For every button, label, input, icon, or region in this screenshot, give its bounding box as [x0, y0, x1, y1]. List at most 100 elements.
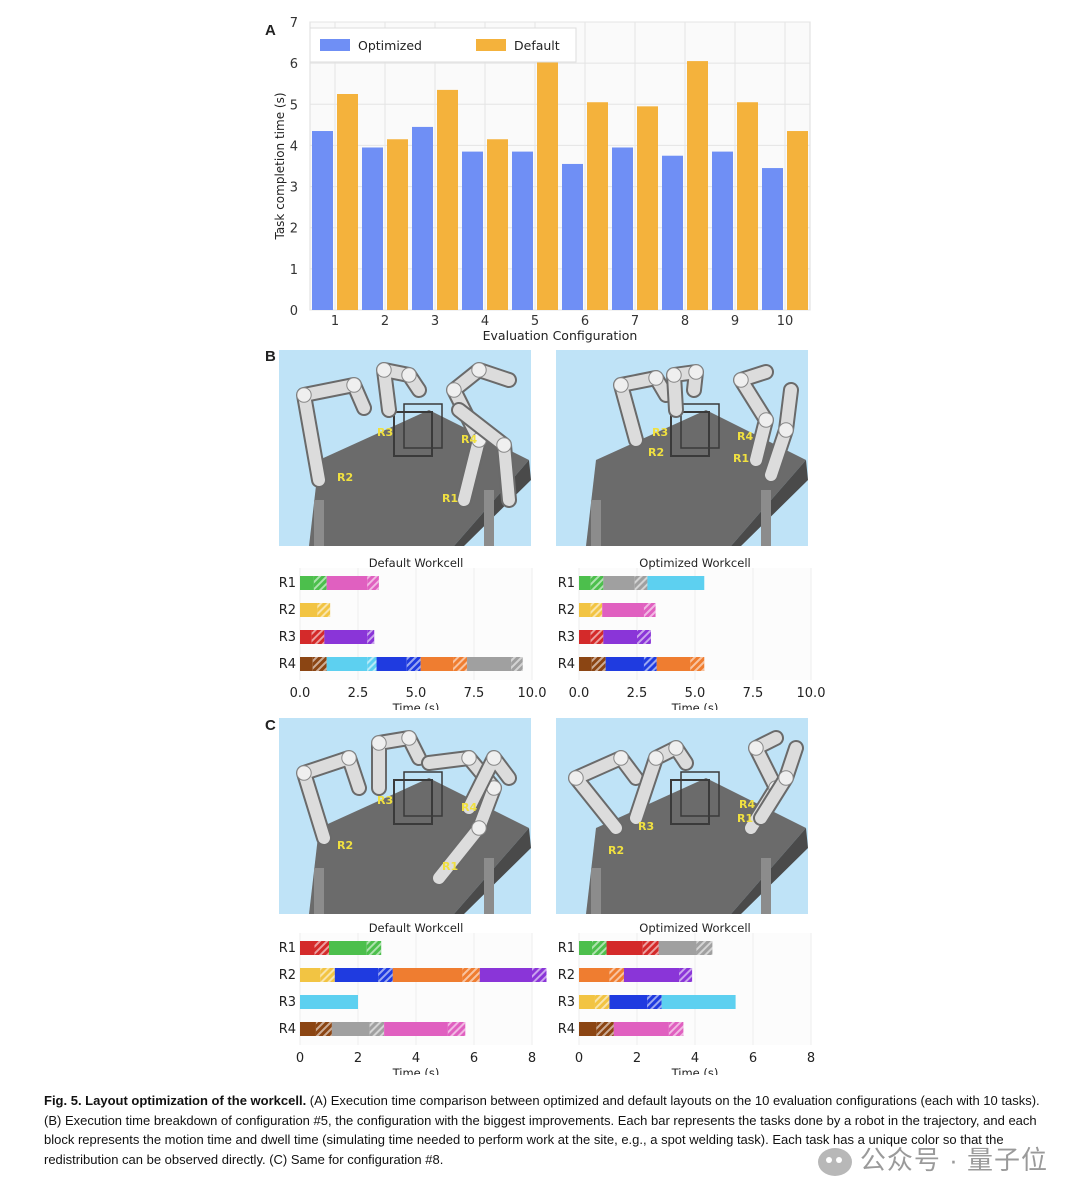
gantt-title: Default Workcell [369, 556, 464, 570]
fixture-frame [670, 779, 710, 825]
panel-label-a: A [265, 22, 276, 39]
gantt-block [609, 995, 648, 1009]
gantt-dwell-hatch [447, 1022, 466, 1036]
gantt-chart-b-optimized: Optimized Workcell R1 R2 R3 R4 0.0 2.5 5.0 7.5 10… [558, 556, 826, 710]
arm-body [735, 366, 772, 466]
bar [437, 89, 458, 310]
arm-joint [648, 370, 664, 386]
x-axis-label: Evaluation Configuration [483, 328, 638, 343]
gantt-chart-c-default: Default Workcell R1 R2 R3 R40 2 4 6 8 Time (s) [279, 921, 547, 1075]
robot-label: R2 [608, 844, 624, 857]
gantt-chart-c-optimized: Optimized Workcell R1 R2 R3 R40 2 4 6 8 Time (s) [558, 921, 815, 1075]
y-tick-label: 7 [290, 16, 298, 31]
gantt-block [331, 1022, 370, 1036]
x-tick-label: 8 [681, 314, 689, 329]
table-leg [484, 490, 494, 546]
robot-arm [628, 740, 694, 826]
gantt-dwell-hatch [367, 576, 379, 590]
table-leg [484, 858, 494, 914]
gantt-block [579, 576, 591, 590]
gantt-row-label: R1 [558, 941, 575, 956]
gantt-dwell-hatch [591, 657, 606, 671]
sim-image-c-default: R3 R4 R2 R1 [279, 718, 531, 914]
gantt-x-tick: 0 [575, 1051, 583, 1066]
arm-joint [461, 750, 477, 766]
bar [662, 155, 683, 310]
gantt-x-tick: 5.0 [685, 686, 706, 701]
gantt-row-label: R3 [558, 995, 575, 1010]
table-edge [309, 828, 531, 914]
gantt-dwell-hatch [594, 995, 610, 1009]
arm-joint [758, 412, 774, 428]
table-edge [586, 828, 808, 914]
robot-arm [296, 750, 367, 846]
caption-body: (A) Execution time comparison between op… [44, 1093, 1040, 1167]
gantt-x-tick: 4 [412, 1051, 420, 1066]
gantt-block [300, 576, 314, 590]
x-tick-label: 3 [431, 314, 439, 329]
gantt-dwell-hatch [634, 576, 648, 590]
x-tick-label: 2 [381, 314, 389, 329]
gantt-x-tick: 10.0 [797, 686, 826, 701]
x-tick-label: 6 [581, 314, 589, 329]
robot-arm [376, 362, 427, 418]
gantt-dwell-hatch [367, 630, 375, 644]
y-axis-label: Task completion time (s) [273, 92, 287, 240]
gantt-x-tick: 0.0 [569, 686, 590, 701]
gantt-block [606, 941, 643, 955]
gantt-block [326, 657, 368, 671]
fixture-frame [670, 411, 710, 457]
arm-joint [568, 770, 584, 786]
gantt-dwell-hatch [511, 657, 523, 671]
gantt-dwell-hatch [313, 576, 327, 590]
robot-label: R2 [337, 471, 353, 484]
gantt-block [602, 603, 644, 617]
gantt-block [300, 630, 312, 644]
table-edge [309, 460, 531, 546]
gantt-dwell-hatch [668, 1022, 684, 1036]
bar-chart: 0 1 2 3 4 5 6 7 1 2 3 4 5 6 7 8 9 10 Evaluation Configurat… [273, 16, 811, 343]
arm-joint [471, 820, 487, 836]
bar [687, 61, 708, 311]
table-leg [591, 500, 601, 546]
gantt-block [324, 630, 368, 644]
arm-body [630, 742, 692, 824]
gantt-x-label: Time (s) [392, 701, 440, 710]
arm-joint [496, 437, 512, 453]
gantt-block [605, 657, 644, 671]
gantt-row-label: R2 [558, 968, 575, 983]
gantt-x-tick: 0.0 [290, 686, 311, 701]
gantt-dwell-hatch [366, 941, 382, 955]
gantt-dwell-hatch [406, 657, 421, 671]
gantt-dwell-hatch [369, 1022, 385, 1036]
gantt-dwell-hatch [317, 603, 331, 617]
panel-label-c: C [265, 717, 276, 734]
gantt-block [579, 603, 591, 617]
legend-swatch [320, 39, 350, 51]
bar [562, 163, 583, 310]
robot-arm [451, 402, 517, 508]
bar [462, 151, 483, 310]
caption-title: Fig. 5. Layout optimization of the workc… [44, 1093, 307, 1108]
gantt-row-label: R4 [558, 657, 575, 672]
arm-joint [688, 364, 704, 380]
gantt-dwell-hatch [590, 603, 603, 617]
gantt-row-label: R2 [279, 968, 296, 983]
table-leg [314, 868, 324, 914]
gantt-title: Optimized Workcell [639, 921, 750, 935]
arm-body [298, 752, 365, 844]
bar [537, 56, 558, 310]
robot-arm [753, 740, 804, 826]
arm-joint [613, 750, 629, 766]
gantt-x-tick: 2 [633, 1051, 641, 1066]
gantt-title: Default Workcell [369, 921, 464, 935]
fixture-frame [403, 403, 443, 449]
gantt-x-tick: 4 [691, 1051, 699, 1066]
bar [712, 151, 733, 310]
robot-arm [763, 382, 799, 483]
gantt-x-label: Time (s) [671, 1066, 719, 1075]
arm-body [615, 372, 672, 446]
gantt-row-label: R2 [558, 603, 575, 618]
gantt-x-tick: 5.0 [406, 686, 427, 701]
gantt-dwell-hatch [315, 1022, 332, 1036]
